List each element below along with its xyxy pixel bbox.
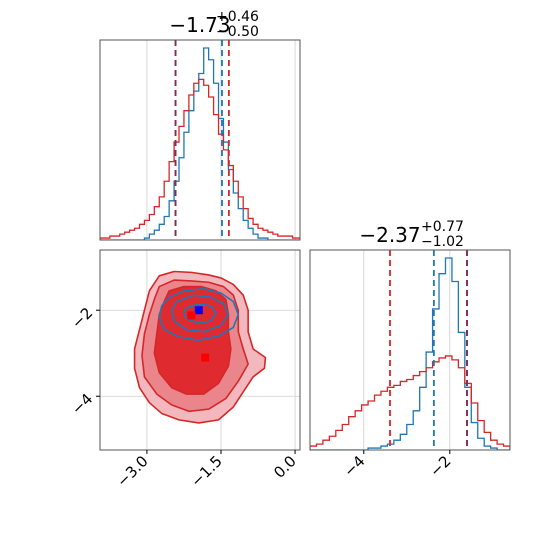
contour-blue-4 xyxy=(170,294,230,333)
contour-2d-panel: −4 −2 −3.0 −1.5 0.0 xyxy=(68,249,301,491)
marker-2 xyxy=(201,353,210,362)
histogram-series-red xyxy=(100,78,300,240)
histogram-series-red xyxy=(310,355,510,450)
title-param0-minus: −0.50 xyxy=(216,24,259,40)
marker-1 xyxy=(187,311,196,320)
histogram-param1-panel: −4 −2 xyxy=(309,249,511,480)
contour-2d-marks xyxy=(133,270,267,424)
x-ticks-param1: −4 −2 xyxy=(340,450,455,480)
title-param1-minus: −1.02 xyxy=(421,234,464,250)
histogram-series-blue xyxy=(100,47,300,240)
contour-blue-3 xyxy=(158,287,240,342)
x-tick-label: −3.0 xyxy=(113,452,151,490)
contour-red-2 xyxy=(153,285,232,395)
y-tick-label: −2 xyxy=(68,304,96,332)
x-tick-label: 0.0 xyxy=(270,452,300,482)
histogram-param1-frame xyxy=(309,249,511,451)
title-param1: −2.37 xyxy=(359,223,420,247)
histogram-series-blue xyxy=(310,257,510,450)
x-tick-label: −2 xyxy=(426,452,454,480)
marker-0 xyxy=(194,306,203,315)
histogram-param0-panel xyxy=(99,39,301,241)
x-tick-label: −1.5 xyxy=(187,452,225,490)
title-param0-plus: +0.46 xyxy=(216,9,259,25)
contour-2d-frame xyxy=(99,249,301,451)
y-ticks-param1: −4 −2 xyxy=(68,304,100,418)
x-tick-label: −4 xyxy=(340,452,368,480)
histogram-param1-marks xyxy=(310,250,510,450)
y-tick-label: −4 xyxy=(68,390,96,418)
title-param0: −1.73 xyxy=(169,13,230,37)
x-ticks-param0: −3.0 −1.5 0.0 xyxy=(113,450,300,491)
title-param1-plus: +0.77 xyxy=(421,219,464,235)
contour-blue-5 xyxy=(183,302,217,324)
histogram-param0-frame xyxy=(99,39,301,241)
grid-param1 xyxy=(363,250,451,450)
histogram-param0-marks xyxy=(100,40,300,240)
grid-param0 xyxy=(146,40,296,240)
